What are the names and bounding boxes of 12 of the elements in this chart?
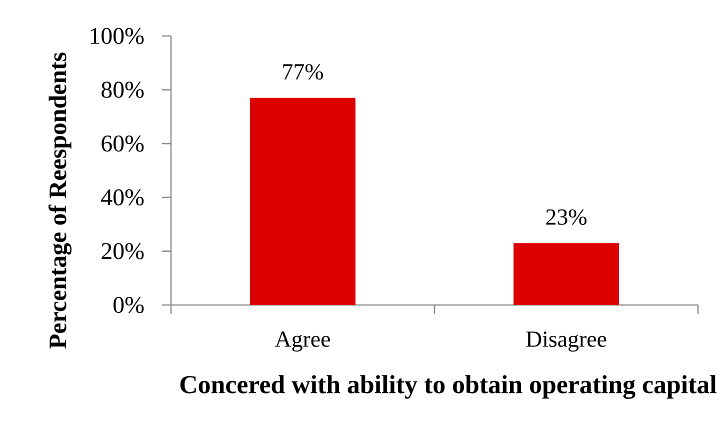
data-label: 77% bbox=[283, 64, 323, 80]
data-label: 23% bbox=[546, 209, 586, 225]
y-tick-label: 40% bbox=[101, 189, 144, 206]
x-axis-title: Concered with ability to obtain operating capital bbox=[180, 375, 716, 399]
x-tick-label: Disagree bbox=[526, 332, 606, 352]
y-axis-title: Percentage of Reespondents bbox=[48, 52, 72, 349]
y-tick-label: 20% bbox=[102, 243, 144, 260]
y-tick-label: 0% bbox=[114, 296, 144, 314]
y-tick-label: 80% bbox=[102, 82, 144, 98]
x-tick-label: Agree bbox=[274, 332, 330, 352]
y-tick-label: 100% bbox=[90, 28, 144, 44]
y-tick-label: 60% bbox=[102, 135, 144, 152]
